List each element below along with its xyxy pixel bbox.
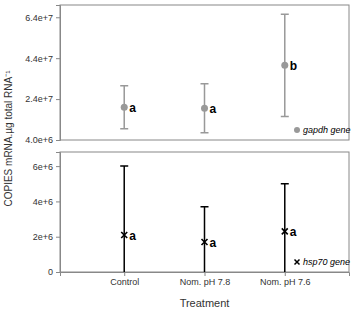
point bbox=[281, 62, 288, 69]
error-bar bbox=[281, 184, 289, 272]
y-axis: 4.0e+6 2.4e+7 4.4e+7 6.4e+7 bbox=[25, 6, 60, 146]
x-tick-label: Nom. pH 7.8 bbox=[180, 277, 231, 287]
legend-entry: gapdh gene bbox=[294, 125, 351, 135]
annotation: a bbox=[129, 229, 136, 243]
y-tick: 4e+6 bbox=[33, 197, 60, 207]
annotation: b bbox=[290, 59, 297, 73]
x-axis-line bbox=[61, 273, 350, 277]
y-tick: 2.4e+7 bbox=[25, 94, 60, 104]
x-tick: Nom. pH 7.6 bbox=[260, 272, 311, 287]
y-axis-line bbox=[56, 6, 61, 141]
y-tick-label: 0 bbox=[48, 267, 53, 277]
legend-marker bbox=[294, 127, 300, 133]
error-bar bbox=[201, 84, 209, 133]
y-tick-mark bbox=[56, 58, 60, 59]
x-axis: Control Nom. pH 7.8 Nom. pH 7.6 bbox=[61, 272, 350, 287]
point bbox=[121, 104, 128, 111]
legend-label: hsp70 gene bbox=[303, 257, 350, 267]
plot-area bbox=[120, 14, 289, 133]
y-axis: 0 2e+6 4e+6 6e+6 bbox=[33, 153, 61, 278]
y-tick-label: 2.4e+7 bbox=[25, 94, 53, 104]
y-tick-mark bbox=[56, 166, 60, 167]
legend-entry: hsp70 gene bbox=[295, 257, 351, 267]
point bbox=[121, 232, 127, 238]
annotation: a bbox=[129, 101, 136, 115]
x-tick: Control bbox=[110, 272, 139, 287]
y-tick-mark bbox=[56, 17, 60, 18]
y-tick-mark bbox=[56, 201, 60, 202]
y-tick: 0 bbox=[48, 267, 60, 277]
plot-frame bbox=[60, 5, 349, 140]
chart: 4.0e+6 2.4e+7 4.4e+7 6.4e+7 a a b gapdh gene COP… bbox=[0, 0, 353, 313]
annotation: a bbox=[290, 225, 297, 239]
x-tick-mark bbox=[124, 272, 125, 276]
x-tick-label: Control bbox=[110, 277, 139, 287]
y-tick-label: 2e+6 bbox=[33, 232, 53, 242]
legend-marker bbox=[295, 260, 300, 265]
error-bar bbox=[281, 14, 289, 116]
y-tick-mark bbox=[56, 272, 60, 273]
y-tick-label: 4.0e+6 bbox=[25, 135, 53, 145]
error-bar bbox=[201, 207, 209, 272]
y-tick-label: 6.4e+7 bbox=[25, 13, 53, 23]
y-tick-label: 4e+6 bbox=[33, 197, 53, 207]
y-tick: 6e+6 bbox=[33, 161, 60, 171]
y-tick: 2e+6 bbox=[33, 232, 60, 242]
legend-label: gapdh gene bbox=[303, 125, 351, 135]
annotation: a bbox=[210, 102, 217, 116]
plot-area bbox=[120, 166, 289, 272]
y-tick-label: 4.4e+7 bbox=[25, 54, 53, 64]
y-tick-label: 6e+6 bbox=[33, 161, 53, 171]
annotation: a bbox=[210, 236, 217, 250]
y-tick: 4.4e+7 bbox=[25, 54, 60, 64]
x-tick: Nom. pH 7.8 bbox=[180, 272, 231, 287]
x-tick-label: Nom. pH 7.6 bbox=[260, 277, 311, 287]
point bbox=[282, 228, 288, 234]
point bbox=[202, 239, 208, 245]
error-bar bbox=[120, 166, 128, 272]
x-tick-mark bbox=[285, 272, 286, 276]
y-tick-mark bbox=[56, 237, 60, 238]
y-axis-line bbox=[56, 153, 61, 273]
error-bar bbox=[120, 86, 128, 129]
x-tick-mark bbox=[205, 272, 206, 276]
y-tick: 4.0e+6 bbox=[25, 135, 60, 145]
x-axis-title: Treatment bbox=[180, 297, 230, 309]
point bbox=[201, 105, 208, 112]
y-tick: 6.4e+7 bbox=[25, 13, 60, 23]
y-tick-mark bbox=[56, 99, 60, 100]
y-tick-mark bbox=[56, 140, 60, 141]
y-axis-title: COPIES mRNA.µg total RNA⁻¹ bbox=[3, 70, 14, 207]
